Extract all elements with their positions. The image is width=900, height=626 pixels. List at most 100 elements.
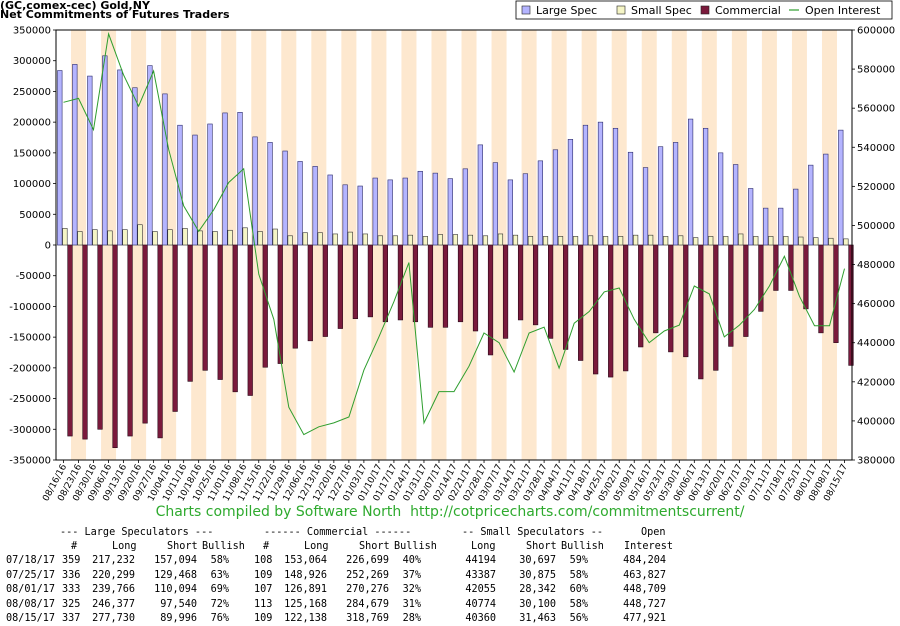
bar-large-spec [552,149,559,246]
bar-large-spec [147,65,153,246]
bar-small-spec [708,236,714,246]
bar-commercial [653,244,659,334]
bar-commercial [292,244,298,349]
y-left-tick-label: 100000 [13,179,51,190]
y-left-tick-label: -200000 [9,363,51,374]
bar-large-spec [312,166,318,246]
bar-commercial [187,244,193,382]
bar-commercial [142,244,148,424]
bar-large-spec [267,142,273,246]
cell-c-bull: 37% [402,569,421,581]
cell-ls-n: 337 [62,613,81,624]
bar-small-spec [407,234,413,246]
cell-ls-n: 333 [62,584,81,595]
y-right-tick-label: 600000 [857,26,895,37]
bar-small-spec [122,229,128,246]
bar-commercial [247,244,253,396]
bar-small-spec [452,234,458,246]
cell-oi: 448,709 [623,584,666,595]
bar-large-spec [612,127,619,246]
bar-small-spec [92,229,98,246]
cell-s-long: 43387 [465,569,496,581]
header-small-speculators: -- Small Speculators -- [462,527,604,538]
cell-ls-short: 97,540 [160,598,197,610]
bar-small-spec [137,224,143,246]
bar-small-spec [182,228,188,246]
table-row: 07/18/17 359 217,232 157,094 58% 108 153,064 22… [0,555,900,568]
bar-large-spec [657,146,664,246]
header-ls-short: Short [167,541,198,552]
bar-large-spec [823,153,829,246]
bar-small-spec [738,233,744,246]
cell-s-bull: 58% [569,569,588,581]
bar-large-spec [297,161,303,246]
bar-large-spec [838,129,844,246]
cell-oi: 463,827 [623,569,666,581]
y-left-tick-label: -300000 [9,425,51,436]
bar-commercial [532,244,539,326]
bar-commercial [322,244,328,337]
y-left-tick-label: 300000 [13,56,51,67]
bar-commercial [683,244,689,358]
cell-c-bull: 32% [402,584,421,595]
bar-large-spec [763,207,769,246]
bar-commercial [502,244,509,339]
bar-large-spec [72,64,78,246]
bar-commercial [112,244,118,449]
legend-large-spec-swatch [521,5,531,15]
cell-s-short: 30,100 [519,598,556,610]
bar-small-spec [813,237,819,246]
header-ls-num: # [71,541,78,552]
cell-date: 08/08/17 [6,598,56,610]
bar-commercial [623,244,629,372]
bar-small-spec [497,233,504,246]
bar-small-spec [557,236,564,246]
bar-small-spec [663,236,669,246]
table-row: 08/01/17 333 239,766 110,094 69% 107 126,891 27… [0,584,900,597]
cell-ls-short: 110,094 [154,584,197,595]
bar-small-spec [798,236,804,246]
bar-large-spec [132,87,138,246]
y-right-tick-label: 460000 [857,299,895,310]
credit-line: Charts compiled by Software North http:/… [155,504,745,520]
line-open-interest [63,31,845,436]
bar-small-spec [678,235,684,246]
header-s-bullish: Bullish [561,541,604,552]
bar-commercial [337,244,343,329]
cell-ls-bull: 58% [210,555,229,566]
y-left-tick-label: 200000 [13,118,51,129]
bar-large-spec [447,178,453,246]
y-right-tick-label: 420000 [857,377,895,388]
cell-s-short: 31,463 [519,613,556,624]
bar-large-spec [192,134,198,246]
cell-c-long: 153,064 [284,555,327,566]
bar-commercial [803,244,809,310]
cell-date: 08/15/17 [6,613,56,624]
bar-large-spec [462,168,468,246]
cell-ls-n: 359 [62,555,81,566]
y-left-tick-label: -350000 [9,456,51,467]
header-c-bullish: Bullish [394,541,437,552]
bar-large-spec [778,207,784,246]
cell-c-long: 126,891 [284,584,327,595]
header-ls-long: Long [112,541,137,552]
bar-commercial [127,244,133,437]
bar-commercial [578,244,584,361]
cell-oi: 484,204 [623,555,666,566]
legend-commercial-swatch [700,5,710,15]
bar-small-spec [347,231,353,246]
y-right-tick-label: 520000 [857,182,895,193]
cell-s-bull: 58% [569,598,588,610]
bar-commercial [728,244,734,347]
cell-oi: 448,727 [623,598,666,610]
bar-commercial [698,244,704,380]
y-right-tick-label: 540000 [857,143,895,154]
cell-c-short: 318,769 [346,613,389,624]
bar-large-spec [402,177,408,246]
bar-commercial [548,244,554,339]
cell-c-short: 226,699 [346,555,389,566]
bar-large-spec [808,164,814,246]
chart-title-line1: (GC,comex-cec) Gold,NY [0,0,150,12]
bar-small-spec [242,227,248,246]
bar-small-spec [302,232,308,246]
